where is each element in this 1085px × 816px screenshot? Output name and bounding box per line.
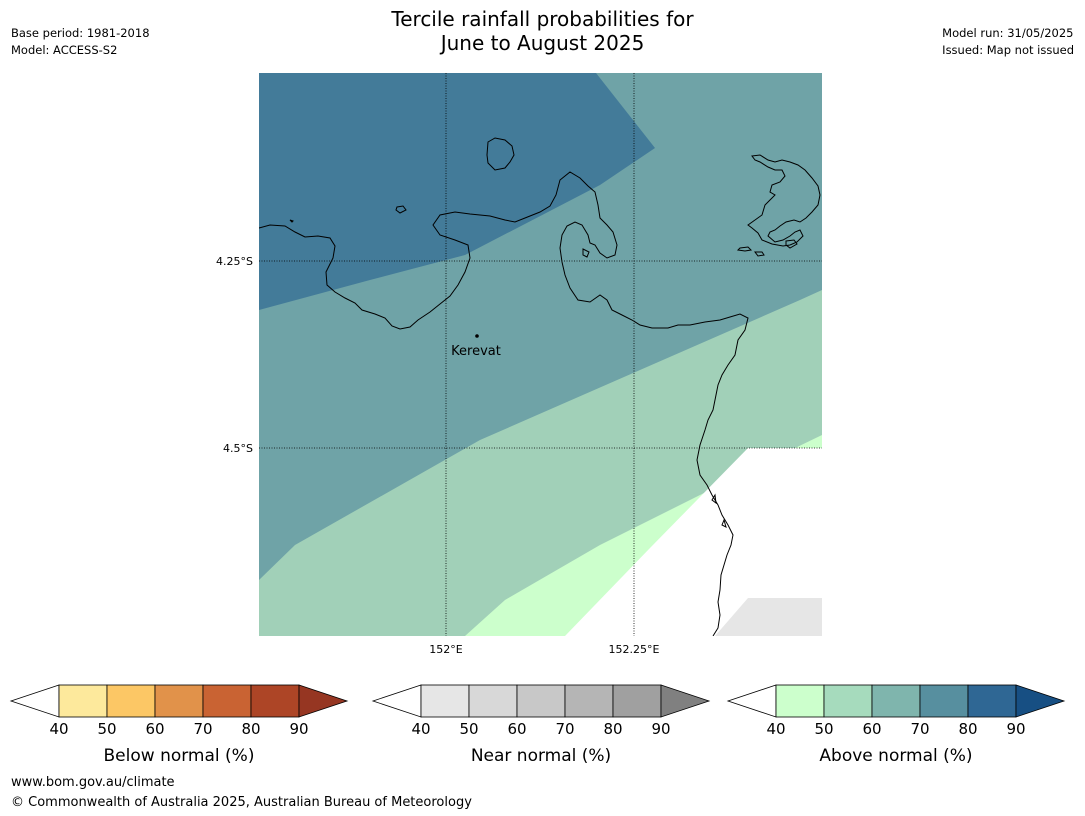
legend-tick-label: 60 [145,720,164,738]
lon-label-2: 152.25°E [609,643,660,656]
legend-swatch [564,684,614,718]
legend-tick-label: 40 [411,720,430,738]
legend-swatch [58,684,108,718]
metadata-left: Base period: 1981-2018 Model: ACCESS-S2 [11,25,150,59]
legend-swatch [967,684,1017,718]
legend-near-normal: 40 50 60 70 80 90 Near normal (%) [371,684,711,766]
legend-label: Above normal (%) [819,746,972,766]
kerevat-marker [475,334,479,338]
title-line-1: Tercile rainfall probabilities for [391,7,694,31]
legend-label: Near normal (%) [471,746,611,766]
legend-swatch [250,684,300,718]
masked-region [565,448,822,636]
footer-copyright: © Commonwealth of Australia 2025, Austra… [11,795,472,810]
legend-low-arrow [371,684,422,718]
map-figure: Kerevat 4.25°S 4.5°S 152°E 152.25°E [216,73,822,656]
model-run: Model run: 31/05/2025 [942,26,1074,40]
legend-swatch [420,684,470,718]
legend-tick-label: 80 [603,720,622,738]
legend-tick-label: 70 [910,720,929,738]
above-70-80-region [259,73,655,310]
issued-status: Issued: Map not issued [942,43,1074,57]
legend-tick-label: 80 [241,720,260,738]
title-line-2: June to August 2025 [440,31,645,55]
legend-swatch [154,684,204,718]
legend-low-arrow [726,684,777,718]
model-name: Model: ACCESS-S2 [11,43,118,57]
lon-label-1: 152°E [429,643,462,656]
legend-above-normal: 40 50 60 70 80 90 Above normal (%) [726,684,1066,766]
legend-high-arrow [1015,684,1066,718]
legend-swatch [612,684,662,718]
map-frame [259,73,822,636]
legend-swatch [871,684,921,718]
metadata-right: Model run: 31/05/2025 Issued: Map not is… [942,25,1074,59]
legend-swatch [775,684,825,718]
legend-tick-label: 50 [97,720,116,738]
legend-swatch [919,684,969,718]
legend-tick-label: 90 [651,720,670,738]
legend-area: 40 50 60 70 80 90 Below normal (%) 40 50 60 70 80 9… [9,684,1066,766]
legend-tick-label: 40 [49,720,68,738]
legend-tick-label: 50 [459,720,478,738]
legend-tick-label: 70 [555,720,574,738]
lat-label-2: 4.5°S [223,442,253,455]
coastlines [259,137,821,636]
map-title: Tercile rainfall probabilities for June … [0,7,1085,55]
legend-low-arrow [9,684,60,718]
legend-tick-label: 90 [1006,720,1025,738]
legend-tick-label: 50 [814,720,833,738]
footer: www.bom.gov.au/climate © Commonwealth of… [11,773,472,813]
legend-swatch [468,684,518,718]
near-40-50-region [715,598,822,636]
lat-label-1: 4.25°S [216,255,253,268]
legend-high-arrow [660,684,711,718]
legend-label: Below normal (%) [104,746,255,766]
legend-tick-label: 70 [193,720,212,738]
legend-tick-label: 80 [958,720,977,738]
place-label-kerevat: Kerevat [451,344,501,359]
legend-tick-label: 60 [862,720,881,738]
legend-swatch [202,684,252,718]
legend-tick-label: 60 [507,720,526,738]
footer-link[interactable]: www.bom.gov.au/climate [11,775,175,790]
legend-high-arrow [298,684,349,718]
legend-swatch [823,684,873,718]
legend-swatch [106,684,156,718]
legend-tick-label: 90 [289,720,308,738]
legend-swatch [516,684,566,718]
legend-tick-label: 40 [766,720,785,738]
base-period: Base period: 1981-2018 [11,26,150,40]
legend-below-normal: 40 50 60 70 80 90 Below normal (%) [9,684,349,766]
